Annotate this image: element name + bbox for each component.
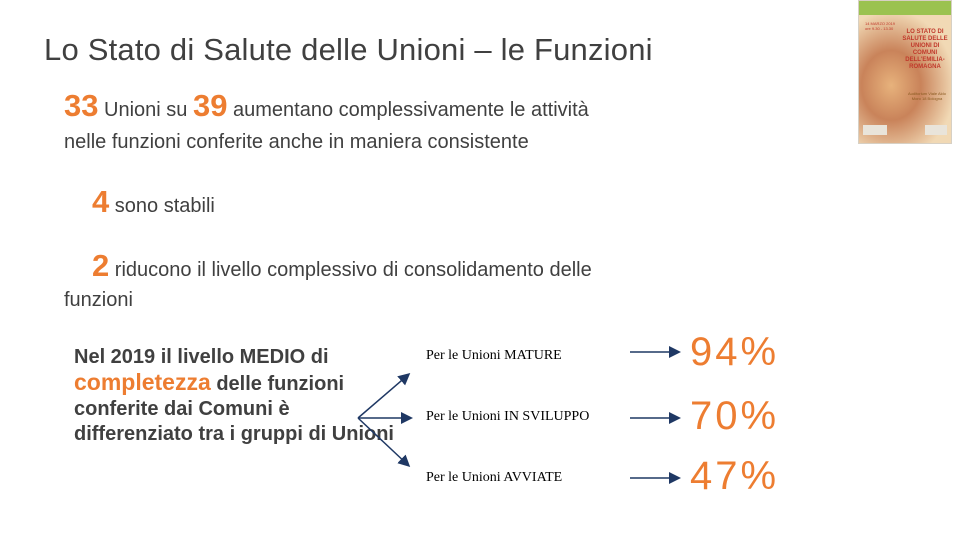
poster-top-band — [859, 1, 951, 15]
paragraph-stable: 4 sono stabili — [92, 186, 215, 222]
poster-logo-right — [925, 125, 947, 135]
poster-logo-left — [863, 125, 887, 135]
count-33: 33 — [64, 88, 99, 123]
text-reduce-line2: funzioni — [64, 289, 133, 311]
group-label-mature: Per le Unioni MATURE — [426, 348, 562, 363]
count-2: 2 — [92, 248, 110, 283]
poster-venue: Auditorium Viale Aldo Moro 18 Bologna — [908, 91, 946, 101]
slide-title: Lo Stato di Salute delle Unioni – le Fun… — [44, 32, 653, 67]
group-label-started: Per le Unioni AVVIATE — [426, 470, 563, 485]
text-unions-of: Unioni su — [98, 99, 193, 121]
pct-started: 47% — [690, 454, 780, 498]
paragraph-reduce: 2 riducono il livello complessivo di con… — [64, 250, 592, 316]
summary-text-1: Nel 2019 il livello MEDIO di — [74, 346, 329, 368]
paragraph-unions-increase: 33 Unioni su 39 aumentano complessivamen… — [64, 90, 764, 158]
count-39: 39 — [192, 88, 228, 123]
text-increase-line2: nelle funzioni conferite anche in manier… — [64, 131, 529, 153]
poster-date: 14 MARZO 2019 ore 9.30 - 13.30 — [865, 21, 896, 31]
pct-developing: 70% — [690, 394, 780, 438]
text-stable: sono stabili — [109, 195, 215, 217]
pct-mature: 94% — [690, 330, 780, 374]
branch-arrow-up — [357, 373, 411, 419]
summary-text-2: delle funzioni conferite dai Comuni è di… — [74, 373, 394, 445]
poster-title: LO STATO DI SALUTE DELLE UNIONI DI COMUN… — [902, 29, 948, 70]
event-poster-thumbnail: 14 MARZO 2019 ore 9.30 - 13.30 LO STATO … — [858, 0, 952, 144]
poster-hands-image — [859, 15, 951, 143]
text-increase: aumentano complessivamente le attività — [227, 99, 589, 121]
count-4: 4 — [92, 184, 110, 219]
branch-arrow-down — [357, 417, 411, 468]
completeness-summary: Nel 2019 il livello MEDIO di completezza… — [74, 345, 394, 447]
group-label-developing: Per le Unioni IN SVILUPPO — [426, 409, 590, 424]
summary-highlight: completezza — [74, 369, 211, 395]
text-reduce: riducono il livello complessivo di conso… — [109, 259, 592, 281]
